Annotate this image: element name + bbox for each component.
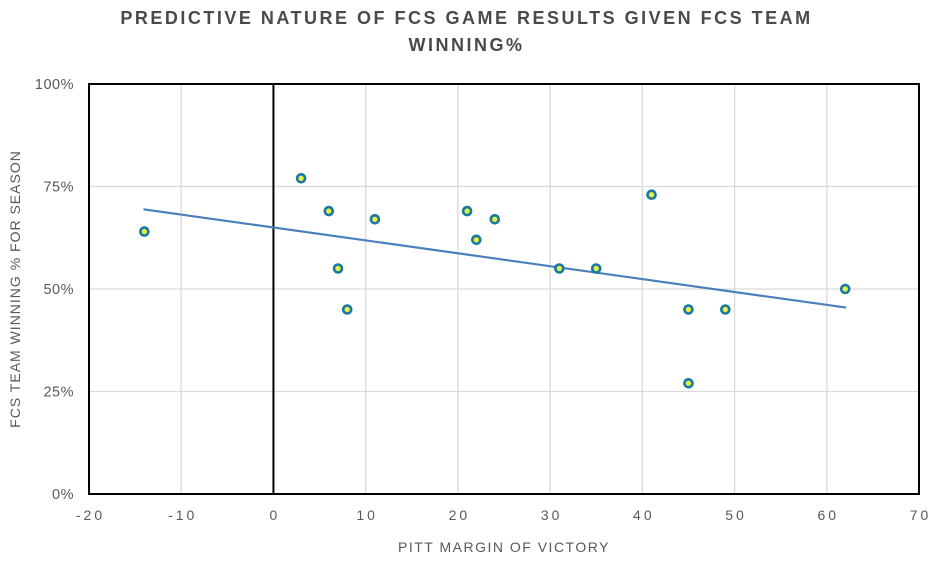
data-point xyxy=(323,205,335,217)
data-point xyxy=(489,214,501,225)
x-tick-label: -20 xyxy=(76,507,105,523)
data-point xyxy=(461,205,473,217)
x-tick-label: 30 xyxy=(541,507,563,523)
x-tick-label: 10 xyxy=(356,507,378,523)
data-point xyxy=(332,263,344,274)
y-tick-label: 0% xyxy=(52,487,74,503)
y-tick-label: 50% xyxy=(43,282,74,298)
y-axis-title: FCS TEAM WINNING % FOR SEASON xyxy=(7,150,23,428)
plot-border xyxy=(88,83,920,495)
y-tick-label: 100% xyxy=(35,77,74,93)
x-axis-title: PITT MARGIN OF VICTORY xyxy=(398,539,610,555)
chart-title-line2: WINNING% xyxy=(408,35,525,55)
y-tick-label: 25% xyxy=(43,385,74,401)
x-tick-label: 60 xyxy=(817,507,839,523)
data-point xyxy=(369,214,381,225)
chart-title: PREDICTIVE NATURE OF FCS GAME RESULTS GI… xyxy=(0,5,933,59)
data-point xyxy=(683,377,694,389)
data-point xyxy=(471,234,482,246)
data-point xyxy=(554,263,565,274)
x-tick-label: 40 xyxy=(633,507,655,523)
data-point xyxy=(646,189,657,200)
data-point xyxy=(341,304,353,315)
data-point xyxy=(295,173,307,184)
x-tick-label: 20 xyxy=(449,507,471,523)
data-point xyxy=(683,304,694,315)
data-point xyxy=(139,226,150,237)
x-tick-label: 0 xyxy=(270,507,281,523)
x-tick-label: 70 xyxy=(910,507,932,523)
x-tick-label: -10 xyxy=(168,507,197,523)
data-point xyxy=(590,263,602,274)
trendline xyxy=(143,208,847,309)
chart-title-line1: PREDICTIVE NATURE OF FCS GAME RESULTS GI… xyxy=(120,8,813,28)
x-tick-label: 50 xyxy=(725,507,747,523)
data-point xyxy=(720,304,731,315)
data-point xyxy=(839,283,851,295)
y-tick-label: 75% xyxy=(43,180,74,196)
